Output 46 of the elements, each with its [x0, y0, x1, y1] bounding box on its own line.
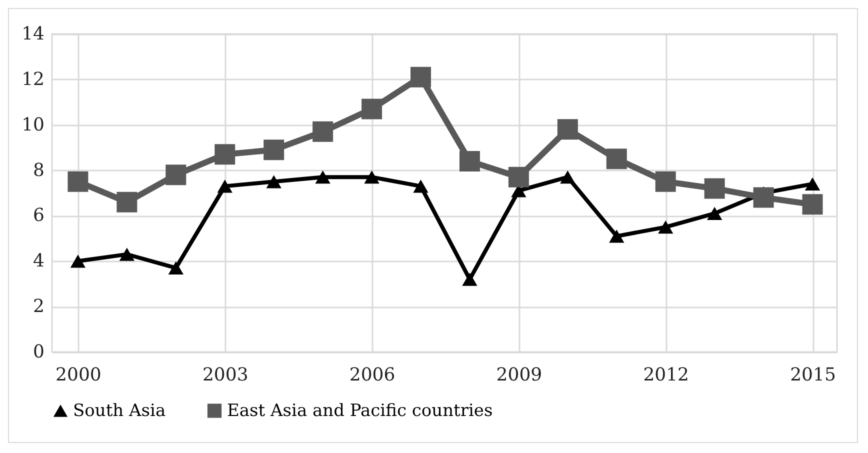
point	[410, 66, 431, 88]
y-tick-label: 6	[33, 205, 44, 226]
point	[364, 170, 380, 184]
point	[753, 187, 774, 208]
point	[116, 192, 138, 212]
point	[168, 261, 184, 275]
point	[658, 220, 674, 234]
y-tick-label: 14	[22, 24, 44, 44]
point	[166, 164, 186, 186]
y-tick-label: 12	[22, 68, 44, 90]
x-tick-label: 2009	[496, 364, 542, 386]
point	[804, 177, 820, 190]
point	[609, 230, 624, 243]
point	[264, 140, 284, 160]
point	[70, 254, 86, 268]
point	[362, 98, 382, 120]
point	[606, 148, 627, 170]
x-tick-label: 2012	[643, 364, 690, 386]
point	[560, 170, 576, 184]
point	[706, 206, 722, 220]
y-tick-label: 4	[33, 250, 44, 272]
point	[557, 119, 578, 140]
x-tick-label: 2000	[56, 364, 102, 386]
point	[214, 144, 236, 165]
x-tick-label: 2003	[202, 364, 248, 386]
point	[704, 178, 725, 199]
legend-label: East Asia and Pacific countries	[227, 400, 493, 421]
y-tick-label: 0	[33, 342, 44, 362]
point	[462, 272, 478, 286]
point	[802, 194, 823, 215]
point	[119, 248, 135, 261]
point	[68, 171, 88, 192]
point	[217, 180, 232, 193]
point	[413, 180, 428, 193]
point	[266, 175, 282, 188]
x-tick-label: 2006	[349, 364, 396, 386]
y-tick-label: 2	[33, 296, 44, 318]
x-tick-label: 2015	[790, 364, 836, 386]
point	[459, 150, 480, 172]
y-tick-label: 10	[22, 114, 44, 136]
legend-label: South Asia	[73, 400, 166, 421]
point	[655, 171, 676, 192]
y-tick-label: 8	[33, 160, 44, 181]
point	[508, 166, 529, 188]
point	[315, 170, 330, 184]
point	[312, 121, 334, 142]
